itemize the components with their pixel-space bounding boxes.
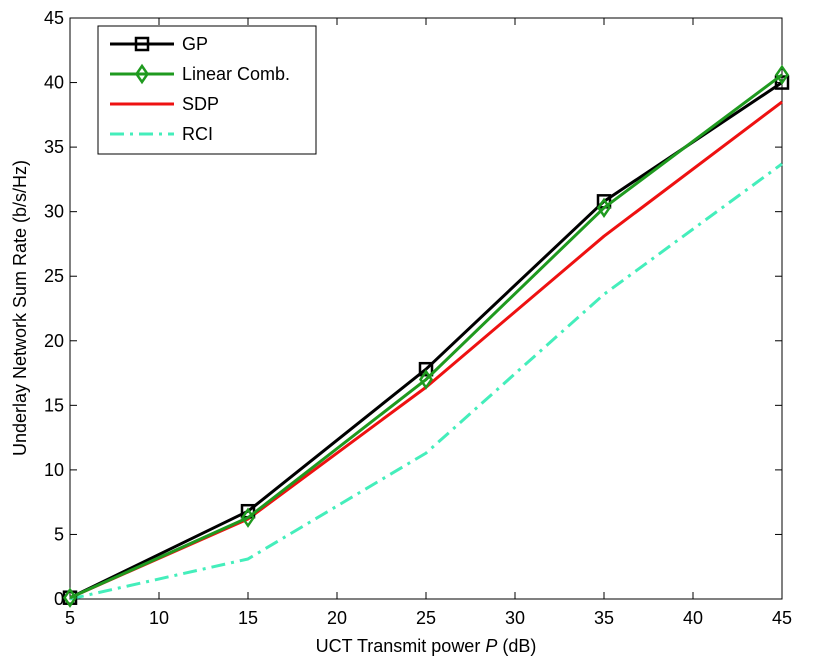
data-point-marker xyxy=(596,197,612,218)
y-tick-label: 45 xyxy=(44,8,64,28)
y-axis: 0 5 10 15 20 25 30 35 40 45 xyxy=(44,8,782,609)
series-line xyxy=(69,162,783,601)
data-point-marker xyxy=(240,507,256,528)
x-tick-label: 20 xyxy=(327,608,347,628)
legend-label: Linear Comb. xyxy=(182,64,290,84)
legend-item: RCI xyxy=(110,124,213,144)
x-tick-label: 5 xyxy=(65,608,75,628)
series-line xyxy=(69,73,783,600)
data-point-marker xyxy=(418,361,434,377)
x-tick-label: 25 xyxy=(416,608,436,628)
x-axis: 5 10 15 20 25 30 35 40 45 xyxy=(65,18,792,628)
legend-box xyxy=(97,25,317,155)
y-tick-label: 40 xyxy=(44,73,64,93)
x-tick-label: 40 xyxy=(683,608,703,628)
y-tick-label: 35 xyxy=(44,137,64,157)
x-tick-label: 45 xyxy=(772,608,792,628)
y-tick-label: 5 xyxy=(54,524,64,544)
x-tick-label: 30 xyxy=(505,608,525,628)
legend-label: GP xyxy=(182,34,208,54)
legend-marker xyxy=(134,63,150,85)
series-linear-comb xyxy=(62,64,790,608)
series-layer xyxy=(62,64,790,608)
x-tick-label: 15 xyxy=(238,608,258,628)
legend-item: SDP xyxy=(110,94,219,114)
x-tick-label: 10 xyxy=(149,608,169,628)
legend-label: SDP xyxy=(182,94,219,114)
y-tick-label: 20 xyxy=(44,331,64,351)
legend-marker xyxy=(134,36,150,52)
legend-label: RCI xyxy=(182,124,213,144)
legend: GP Linear Comb. SDP RCI xyxy=(97,25,317,155)
y-tick-label: 25 xyxy=(44,266,64,286)
x-axis-label: UCT Transmit power P (dB) xyxy=(316,636,537,656)
data-point-marker xyxy=(62,587,78,608)
data-point-marker xyxy=(418,369,434,390)
legend-item: GP xyxy=(110,34,208,54)
y-tick-label: 30 xyxy=(44,202,64,222)
y-tick-label: 10 xyxy=(44,460,64,480)
data-point-marker xyxy=(774,64,790,86)
x-tick-label: 35 xyxy=(594,608,614,628)
legend-item: Linear Comb. xyxy=(110,63,290,85)
y-tick-label: 15 xyxy=(44,395,64,415)
y-axis-label: Underlay Network Sum Rate (b/s/Hz) xyxy=(10,160,30,456)
y-tick-label: 0 xyxy=(54,589,64,609)
series-rci xyxy=(69,162,783,601)
